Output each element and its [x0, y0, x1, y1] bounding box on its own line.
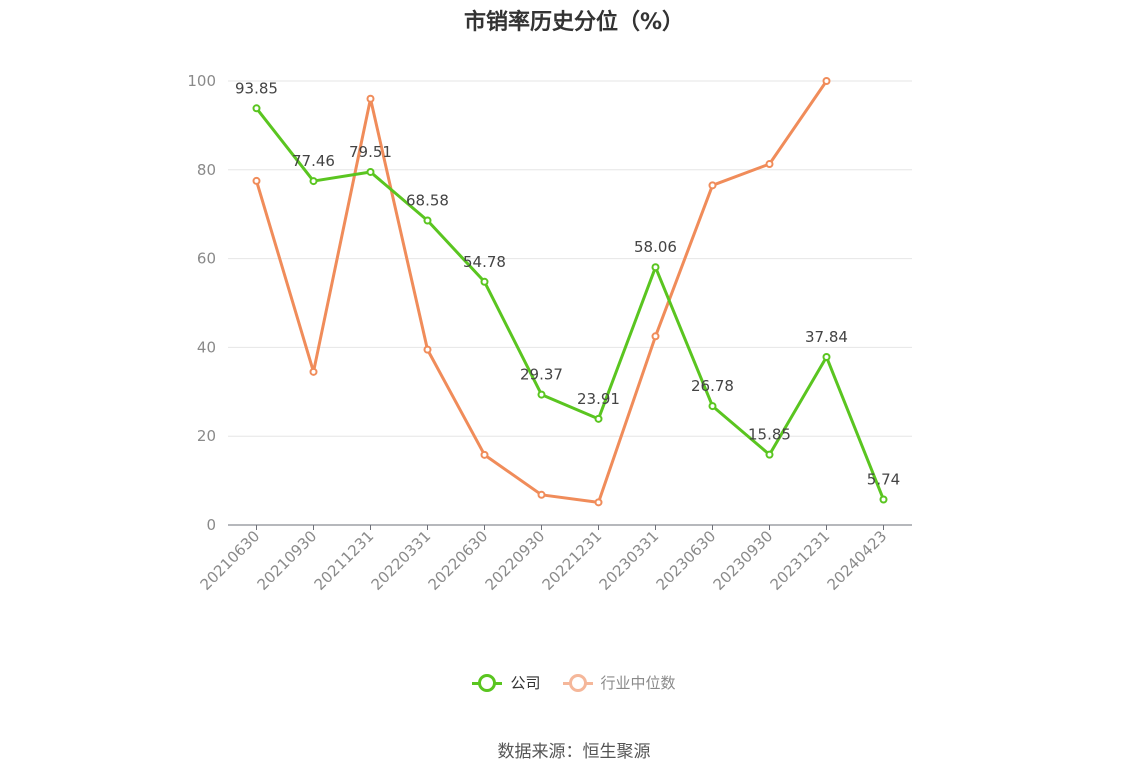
data-point [537, 390, 546, 399]
data-point [537, 490, 546, 499]
x-tick-label: 20220630 [425, 527, 492, 594]
x-tick-label: 20210930 [254, 527, 321, 594]
series-line [255, 107, 885, 501]
data-point [480, 450, 489, 459]
series-line [255, 80, 828, 504]
data-label: 79.51 [349, 143, 392, 161]
data-point [309, 367, 318, 376]
source-note: 数据来源：恒生聚源 [497, 742, 651, 762]
data-label: 68.58 [406, 192, 449, 210]
data-point [366, 94, 375, 103]
legend: 公司 行业中位数 [0, 672, 1148, 693]
data-label: 26.78 [691, 377, 734, 395]
x-tick-label: 20230930 [710, 527, 777, 594]
data-point [252, 176, 261, 185]
data-label: 93.85 [235, 79, 278, 97]
y-tick-label: 40 [197, 338, 216, 356]
x-tick-label: 20240423 [824, 527, 891, 594]
data-point [309, 177, 318, 186]
data-point [651, 332, 660, 341]
y-tick-label: 60 [197, 250, 216, 268]
data-label: 54.78 [463, 253, 506, 271]
x-tick-label: 20211231 [311, 527, 378, 594]
y-tick-label: 80 [197, 161, 216, 179]
axes: 0204060801002021063020210930202112312022… [187, 72, 912, 594]
y-tick-label: 100 [187, 72, 216, 90]
legend-item-industry[interactable]: 行业中位数 [562, 672, 676, 693]
x-tick-label: 20210630 [197, 527, 264, 594]
data-point [252, 104, 261, 113]
chart-title: 市销率历史分位（%） [463, 10, 685, 35]
grid-lines [228, 80, 912, 437]
x-tick-label: 20220331 [368, 527, 435, 594]
data-point [879, 495, 888, 504]
data-point [765, 160, 774, 169]
data-point [594, 414, 603, 423]
line-chart: 0204060801002021063020210930202112312022… [187, 72, 912, 594]
legend-industry-label: 行业中位数 [600, 674, 676, 692]
x-tick-label: 20230630 [653, 527, 720, 594]
data-labels: 93.85 77.46 79.51 68.58 54.78 29.37 23.91 58.06… [235, 79, 900, 488]
y-tick-label: 0 [206, 516, 216, 534]
data-point [765, 450, 774, 459]
data-label: 23.91 [577, 390, 620, 408]
x-tick-label: 20231231 [767, 527, 834, 594]
data-point [708, 181, 717, 190]
data-point [366, 167, 375, 176]
legend-company-label: 公司 [510, 674, 541, 692]
data-point [423, 345, 432, 354]
y-tick-label: 20 [197, 427, 216, 445]
legend-company-swatch-icon [472, 673, 503, 692]
data-label: 58.06 [634, 238, 677, 256]
x-tick-label: 20220930 [482, 527, 549, 594]
data-label: 15.85 [748, 426, 791, 444]
data-label: 77.46 [292, 152, 335, 170]
data-point [480, 277, 489, 286]
legend-industry-swatch-icon [562, 673, 593, 692]
data-point [651, 263, 660, 272]
x-tick-label: 20230331 [596, 527, 663, 594]
data-point [423, 216, 432, 225]
data-point [594, 498, 603, 507]
data-label: 5.74 [867, 471, 900, 489]
data-label: 37.84 [805, 328, 848, 346]
legend-item-company[interactable]: 公司 [472, 672, 541, 693]
x-tick-label: 20221231 [539, 527, 606, 594]
series-layer [252, 77, 888, 507]
data-point [708, 402, 717, 411]
data-label: 29.37 [520, 366, 563, 384]
data-point [822, 352, 831, 361]
data-point [822, 77, 831, 85]
